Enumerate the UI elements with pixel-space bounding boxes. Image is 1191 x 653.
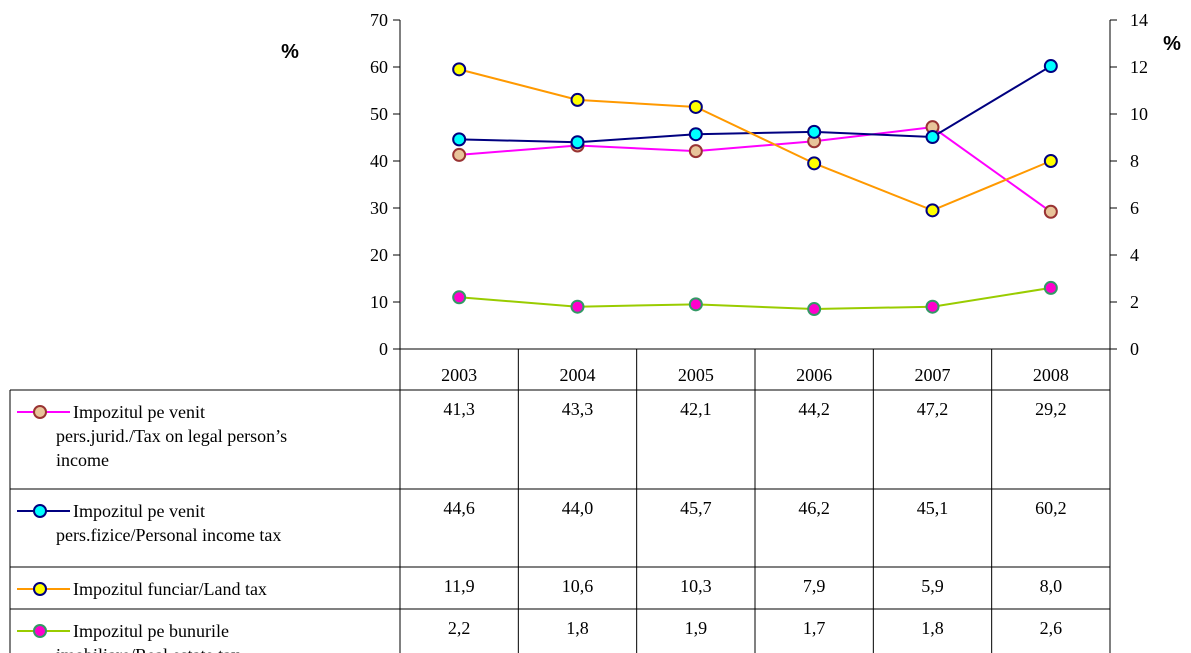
data-value-cell: 45,1 <box>917 498 949 518</box>
left-tick-label: 60 <box>370 57 388 77</box>
data-point <box>452 132 467 147</box>
legend-key-marker <box>33 624 47 638</box>
data-value-cell: 60,2 <box>1035 498 1067 518</box>
data-point <box>452 290 467 305</box>
left-tick-label: 30 <box>370 198 388 218</box>
data-point <box>807 156 822 171</box>
data-point <box>570 135 585 150</box>
data-value-cell: 11,9 <box>444 576 475 596</box>
right-tick-label: 14 <box>1130 10 1148 30</box>
series-lines-layer <box>458 65 1052 311</box>
data-table: 2003 2004 2005 2006 2007 2008 Impozitul pe ven… <box>9 348 1111 653</box>
left-tick-label: 50 <box>370 104 388 124</box>
series-markers-layer <box>452 59 1058 317</box>
data-value-cell: 45,7 <box>680 498 712 518</box>
series-line-2 <box>459 65 1052 144</box>
data-value-cell: 29,2 <box>1035 399 1067 419</box>
data-point <box>452 147 467 162</box>
category-label: 2006 <box>796 365 832 385</box>
left-tick-label: 0 <box>379 339 388 359</box>
data-value-cell: 44,0 <box>562 498 594 518</box>
data-point <box>688 144 703 159</box>
series-name: Impozitul funciar/Land tax <box>73 579 267 599</box>
data-point <box>925 130 940 145</box>
right-tick-label: 12 <box>1130 57 1148 77</box>
data-point <box>925 203 940 218</box>
data-point <box>807 124 822 139</box>
data-value-cell: 1,9 <box>685 618 708 638</box>
data-point <box>570 92 585 107</box>
data-value-cell: 41,3 <box>443 399 475 419</box>
data-point <box>688 99 703 114</box>
right-tick-label: 10 <box>1130 104 1148 124</box>
axes-layer: 0 10 20 30 40 50 60 70 0 2 4 6 8 10 12 14%% <box>281 10 1181 359</box>
data-point <box>1043 280 1058 295</box>
data-point <box>807 302 822 317</box>
data-value-cell: 42,1 <box>680 399 712 419</box>
series-line-3 <box>458 68 1052 212</box>
series-name: income <box>56 450 109 470</box>
category-label: 2005 <box>678 365 714 385</box>
data-value-cell: 44,6 <box>443 498 475 518</box>
data-point <box>1043 59 1058 74</box>
data-point <box>1043 154 1058 168</box>
data-value-cell: 44,2 <box>798 399 830 419</box>
data-value-cell: 10,3 <box>680 576 712 596</box>
left-tick-label: 10 <box>370 292 388 312</box>
series-name: pers.fizice/Personal income tax <box>56 525 281 545</box>
right-tick-label: 0 <box>1130 339 1139 359</box>
right-tick-label: 8 <box>1130 151 1139 171</box>
legend-key-marker <box>33 504 47 518</box>
data-value-cell: 5,9 <box>921 576 944 596</box>
right-tick-label: 2 <box>1130 292 1139 312</box>
data-value-cell: 7,9 <box>803 576 826 596</box>
data-point <box>925 299 940 314</box>
category-label: 2004 <box>560 365 596 385</box>
left-tick-label: 40 <box>370 151 388 171</box>
series-name: imobiliare/Real estate tax <box>56 645 240 653</box>
data-value-cell: 1,8 <box>566 618 589 638</box>
data-value-cell: 1,8 <box>921 618 944 638</box>
right-tick-label: 6 <box>1130 198 1139 218</box>
right-axis-unit: % <box>1163 33 1181 55</box>
series-line-4 <box>459 286 1051 311</box>
data-point <box>570 299 585 314</box>
category-label: 2007 <box>915 365 951 385</box>
legend-key-marker <box>33 582 47 596</box>
series-name: Impozitul pe venit <box>73 501 205 521</box>
left-axis-unit: % <box>281 41 299 63</box>
series-line-1 <box>459 126 1052 213</box>
series-name: Impozitul pe venit <box>73 402 205 422</box>
data-value-cell: 2,2 <box>448 618 471 638</box>
data-value-cell: 43,3 <box>562 399 594 419</box>
data-point <box>688 127 703 142</box>
left-tick-label: 20 <box>370 245 388 265</box>
data-value-cell: 46,2 <box>798 498 830 518</box>
category-label: 2003 <box>441 365 477 385</box>
data-value-cell: 10,6 <box>562 576 594 596</box>
data-point <box>688 297 703 312</box>
data-value-cell: 2,6 <box>1040 618 1063 638</box>
series-name: pers.jurid./Tax on legal person’s <box>56 426 287 446</box>
legend-key-marker <box>33 405 47 419</box>
data-value-cell: 47,2 <box>917 399 949 419</box>
data-point <box>1043 204 1058 219</box>
data-point <box>452 62 467 77</box>
category-label: 2008 <box>1033 365 1069 385</box>
left-tick-label: 70 <box>370 10 388 30</box>
data-value-cell: 8,0 <box>1040 576 1063 596</box>
right-tick-label: 4 <box>1130 245 1139 265</box>
series-name: Impozitul pe bunurile <box>73 621 229 641</box>
data-value-cell: 1,7 <box>803 618 826 638</box>
